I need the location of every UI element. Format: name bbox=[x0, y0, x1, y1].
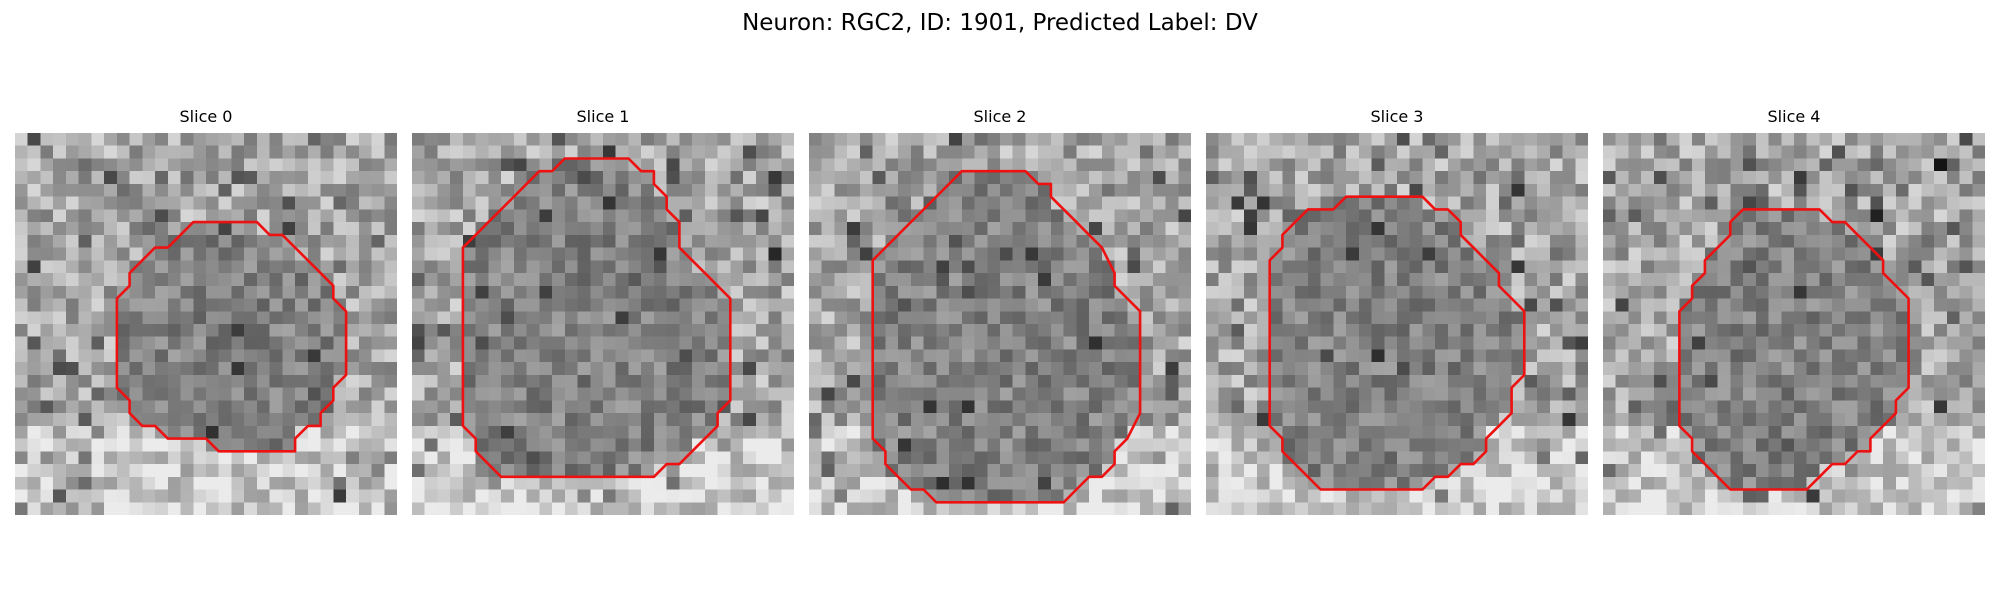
slice-title: Slice 4 bbox=[1767, 107, 1821, 126]
slice-image bbox=[15, 133, 397, 515]
pixel-grid bbox=[809, 133, 1191, 515]
slice-image bbox=[412, 133, 794, 515]
cell-contour bbox=[1678, 208, 1910, 491]
cell-contour bbox=[115, 220, 348, 453]
cell-contour bbox=[1268, 195, 1526, 491]
slice-title: Slice 0 bbox=[179, 107, 233, 126]
slice-title: Slice 2 bbox=[973, 107, 1027, 126]
cell-contour bbox=[461, 157, 732, 479]
slice-title: Slice 1 bbox=[576, 107, 630, 126]
pixel-grid bbox=[1603, 133, 1985, 515]
pixel-grid bbox=[412, 133, 794, 515]
pixel-grid bbox=[1206, 133, 1588, 515]
slice-title: Slice 3 bbox=[1370, 107, 1424, 126]
pixel-grid bbox=[15, 133, 397, 515]
figure-title: Neuron: RGC2, ID: 1901, Predicted Label:… bbox=[742, 10, 1258, 36]
slice-image bbox=[1206, 133, 1588, 515]
cell-contour bbox=[871, 169, 1142, 504]
slice-image bbox=[809, 133, 1191, 515]
slice-image bbox=[1603, 133, 1985, 515]
